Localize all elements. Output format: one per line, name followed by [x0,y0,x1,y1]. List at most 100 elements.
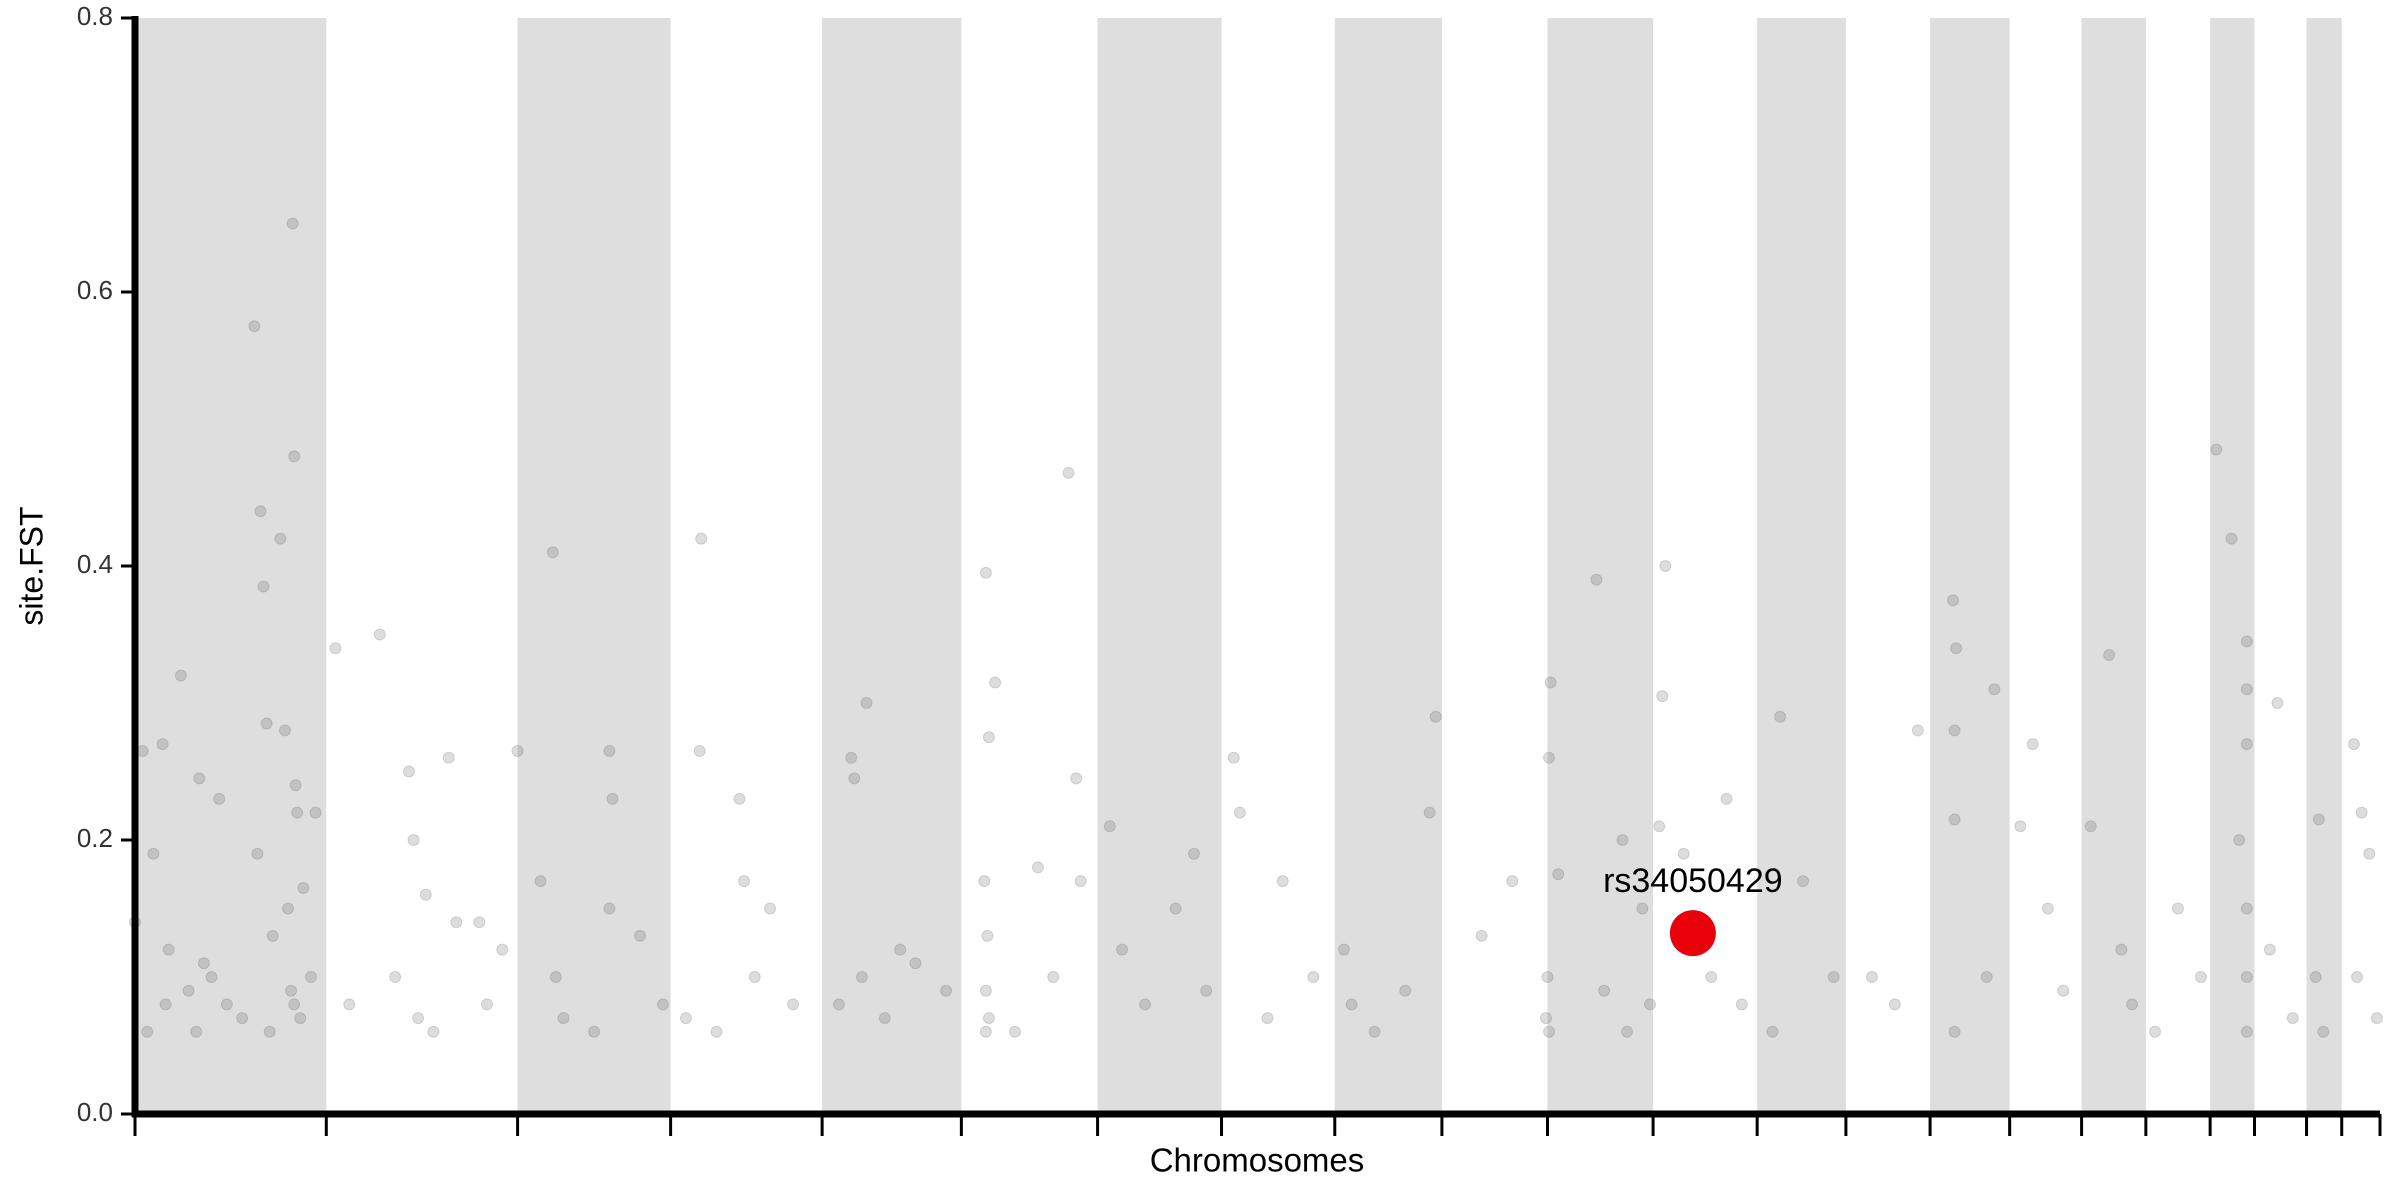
point [278,724,291,737]
point [1539,1012,1552,1025]
point [1475,929,1488,942]
point [257,580,270,593]
point [656,998,669,1011]
point [989,676,1002,689]
point [473,916,486,929]
point [274,532,287,545]
point [1543,751,1556,764]
point [1187,847,1200,860]
point [136,744,149,757]
point [496,943,509,956]
point [1948,724,1961,737]
point [634,929,647,942]
point [1656,690,1669,703]
point [389,971,402,983]
point [1233,806,1246,819]
point [2194,971,2207,983]
point [2210,443,2223,456]
point [197,957,210,970]
point [2240,683,2253,696]
point [2263,943,2276,956]
point [511,744,524,757]
point [2240,902,2253,915]
point [174,669,187,682]
point [159,998,172,1011]
point [1598,984,1611,997]
point [894,943,907,956]
point [940,984,953,997]
point [978,875,991,888]
point [1116,943,1129,956]
point [1705,971,1718,983]
point [1980,971,1993,983]
point [1345,998,1358,1011]
point [286,217,299,230]
point [442,751,455,764]
point [693,744,706,757]
point [2233,834,2246,846]
point [1047,971,1060,983]
point [710,1025,723,1038]
point [1506,875,1519,888]
point [860,697,873,709]
point [1950,642,1963,655]
chromosome-band [135,18,327,1114]
point [213,792,226,805]
point [1653,820,1666,833]
point [1948,1025,1961,1038]
point [845,751,858,764]
chromosome-band [822,18,962,1114]
point [1074,875,1087,888]
point [2286,1012,2299,1025]
point [419,888,432,901]
point [733,792,746,805]
point [546,546,559,559]
point [254,505,267,518]
point [285,984,298,997]
point [2115,943,2128,956]
point [1368,1025,1381,1038]
point [450,916,463,929]
y-tick-label: 0.0 [77,1097,113,1127]
point [1429,710,1442,723]
point [549,971,562,983]
point [1103,820,1116,833]
point [1947,594,1960,607]
chromosome-band [1547,18,1654,1114]
point [2126,998,2139,1011]
point [2370,1012,2383,1025]
point [1636,902,1649,915]
point [1031,861,1044,874]
point [2347,738,2360,751]
point [764,902,777,915]
point [1399,984,1412,997]
point [1008,1025,1021,1038]
y-tick-label: 0.8 [77,1,113,31]
point [251,847,264,860]
point [832,998,845,1011]
point [309,806,322,819]
point [848,772,861,785]
point [1062,466,1075,479]
point [297,881,310,894]
point [606,792,619,805]
point [1988,683,2001,696]
point [1139,998,1152,1011]
point [1948,813,1961,826]
point [220,998,233,1011]
point [1541,971,1554,983]
point [2225,532,2238,545]
point [1543,1025,1556,1038]
point [288,998,301,1011]
point [1827,971,1840,983]
point [695,532,708,545]
point [156,738,169,751]
point [2026,738,2039,751]
chromosome-band [1334,18,1442,1114]
point [534,875,547,888]
point [855,971,868,983]
point [1307,971,1320,983]
x-axis-label: Chromosomes [1150,1142,1365,1179]
point [343,998,356,1011]
point [1720,792,1733,805]
